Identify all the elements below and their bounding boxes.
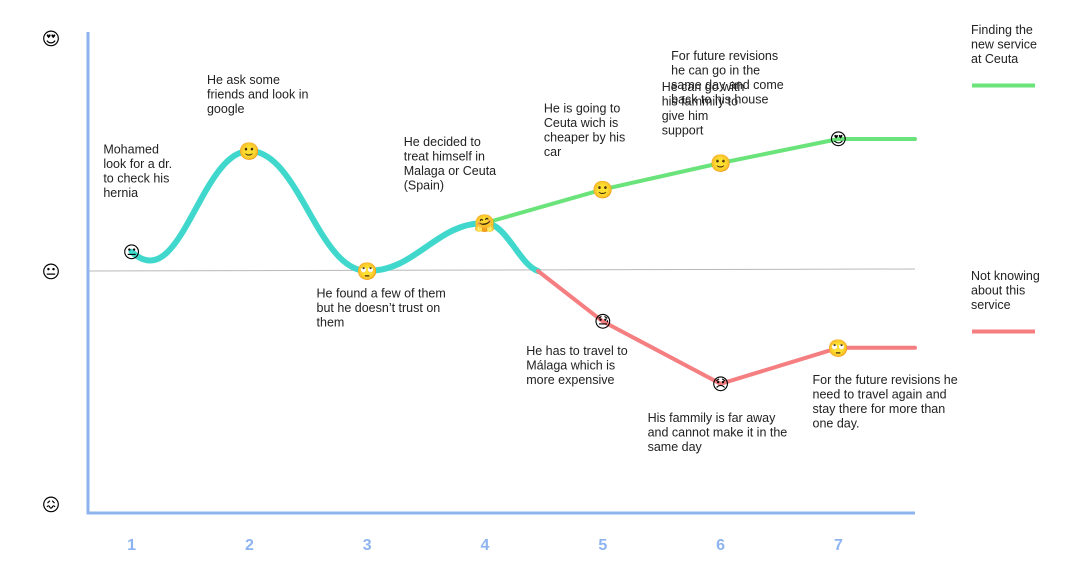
x-tick-label: 2 (245, 537, 254, 554)
series-line-negative (536, 269, 917, 386)
point-markers: 😐 🙂 🙄 🤗 🙂 😓 🙂 😞 😍 🙄 (123, 130, 849, 394)
annotation-3: He found a few of them but he doesn’t tru… (317, 286, 446, 329)
smiling-face-icon: 🙂 (592, 180, 613, 199)
legend-item-negative: Not knowing about this service (971, 269, 1040, 334)
annotation-1: Mohamed look for a dr. to check his hernia (103, 142, 172, 200)
x-tick-label: 6 (716, 537, 725, 554)
hugging-face-icon: 🤗 (474, 214, 495, 233)
annotation-10: For the future revisions he need to trave… (813, 373, 958, 431)
cold-sweat-face-icon: 😓 (594, 312, 612, 331)
x-tick-label: 5 (598, 537, 607, 554)
x-tick-label: 4 (481, 537, 490, 554)
annotation-5: He is going to Ceuta wich is cheaper by hi… (544, 102, 625, 160)
smiling-face-icon: 🙂 (710, 154, 731, 173)
annotation-8: He has to travel to Málaga which is more e… (526, 344, 627, 387)
x-tick-labels: 1 2 3 4 5 6 7 (127, 537, 843, 554)
legend-label: Not knowing about this service (971, 269, 1040, 312)
x-tick-label: 7 (834, 537, 843, 554)
x-tick-label: 3 (363, 537, 372, 554)
annotations: Mohamed look for a dr. to check his hernia H… (103, 49, 957, 454)
neutral-baseline (87, 268, 916, 272)
legend-label: Finding the new service at Ceuta (971, 23, 1037, 66)
legend: Finding the new service at Ceuta Not knowin… (971, 23, 1040, 334)
neutral-face-icon: 😐 (42, 262, 61, 282)
eye-roll-face-icon: 🙄 (828, 339, 849, 358)
eye-roll-face-icon: 🙄 (357, 262, 378, 281)
x-tick-label: 1 (127, 537, 136, 554)
annotation-7: For future revisions he can go in the same… (671, 49, 784, 107)
axes-layer (86, 32, 915, 515)
annotation-6: He can go with his fammily to give him supp… (662, 80, 745, 138)
series-line-positive (483, 137, 917, 225)
disappointed-face-icon: 😞 (712, 375, 730, 394)
heart-eyes-icon: 😍 (42, 29, 61, 49)
baseline-layer (87, 268, 916, 272)
annotation-9: His fammily is far away and cannot make i… (648, 411, 788, 454)
neutral-face-icon: 😐 (123, 243, 141, 262)
heart-eyes-icon: 😍 (830, 130, 848, 149)
legend-item-positive: Finding the new service at Ceuta (971, 23, 1037, 88)
y-axis-icons: 😍 😐 😖 (42, 29, 61, 515)
smiling-face-icon: 🙂 (239, 142, 260, 161)
series-lines (128, 137, 917, 386)
annotation-4: He decided to treat himself in Malaga or C… (404, 135, 496, 193)
annotation-2: He ask some friends and look in google (207, 73, 309, 116)
confounded-face-icon: 😖 (42, 495, 61, 515)
